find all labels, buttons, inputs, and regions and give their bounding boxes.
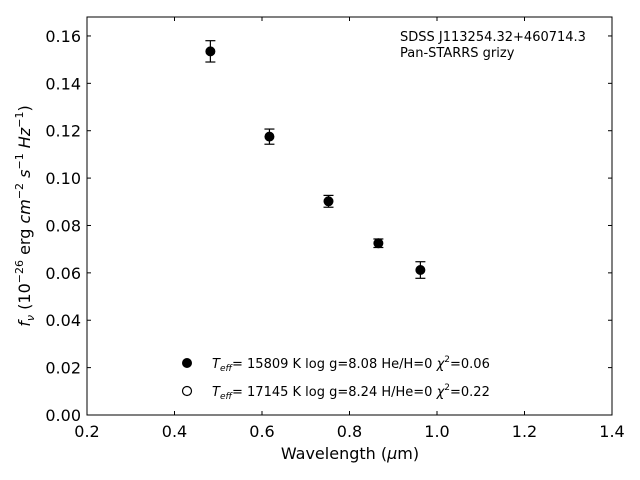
data-point-1 <box>264 131 275 142</box>
data-point-3 <box>373 238 384 249</box>
plot-area <box>86 16 613 416</box>
data-point-2 <box>323 196 334 207</box>
data-points <box>205 40 426 279</box>
object-name: SDSS J113254.32+460714.3 <box>400 30 586 45</box>
legend-entry-1: Teff= 15809 K log g=8.08 He/H=0 χ2=0.06 <box>212 355 490 374</box>
x-tick-label-3: 0.8 <box>337 422 362 441</box>
legend-marker-open <box>181 385 193 397</box>
photometry-label: Pan-STARRS grizy <box>400 46 515 61</box>
y-tick-label-8: 0.16 <box>45 27 81 46</box>
x-tick-label-1: 0.4 <box>162 422 187 441</box>
x-axis-label: Wavelength (μm) <box>281 444 419 463</box>
data-point-0 <box>205 46 216 57</box>
y-axis-label: fν (10−26 erg cm−2 s−1 Hz−1) <box>13 105 37 326</box>
x-tick-label-0: 0.2 <box>74 422 99 441</box>
legend-entry-2: Teff= 17145 K log g=8.24 H/He=0 χ2=0.22 <box>212 383 490 402</box>
y-tick-label-3: 0.06 <box>45 264 81 283</box>
y-tick-label-7: 0.14 <box>45 74 81 93</box>
legend: Teff= 15809 K log g=8.08 He/H=0 χ2=0.06 … <box>181 355 490 402</box>
x-tick-label-4: 1.0 <box>424 422 449 441</box>
x-tick-label-2: 0.6 <box>249 422 274 441</box>
y-tick-label-1: 0.02 <box>45 359 81 378</box>
legend-marker-filled <box>182 358 192 368</box>
x-tick-label-6: 1.4 <box>599 422 624 441</box>
y-tick-label-5: 0.10 <box>45 169 81 188</box>
y-tick-label-0: 0.00 <box>45 406 81 425</box>
x-tick-label-5: 1.2 <box>512 422 537 441</box>
y-tick-label-6: 0.12 <box>45 122 81 141</box>
data-point-4 <box>415 265 426 276</box>
axis-ticks: 0.2 0.4 0.6 0.8 1.0 1.2 1.4 0.00 0.02 0.04 0.06 0.0… <box>45 17 625 441</box>
y-tick-label-2: 0.04 <box>45 311 81 330</box>
y-tick-label-4: 0.08 <box>45 216 81 235</box>
